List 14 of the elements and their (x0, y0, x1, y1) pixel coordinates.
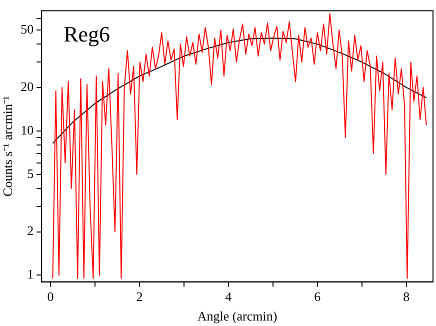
y-tick-label: 1 (27, 266, 34, 282)
y-tick-label: 50 (20, 21, 34, 36)
x-tick-label: 2 (136, 289, 143, 304)
x-tick-label: 6 (314, 289, 322, 304)
x-tick-label: 8 (403, 289, 410, 304)
y-tick-label: 10 (20, 122, 34, 138)
y-tick-label: 20 (20, 78, 34, 94)
annotation: Reg6 (64, 22, 110, 47)
y-tick-label: 5 (27, 166, 34, 181)
y-tick-label: 2 (27, 223, 34, 238)
x-tick-label: 4 (225, 289, 232, 304)
y-axis-title: Counts s⁻¹ arcmin⁻¹ (0, 96, 16, 196)
x-axis-title: Angle (arcmin) (197, 308, 278, 324)
x-tick-label: 0 (47, 289, 54, 304)
